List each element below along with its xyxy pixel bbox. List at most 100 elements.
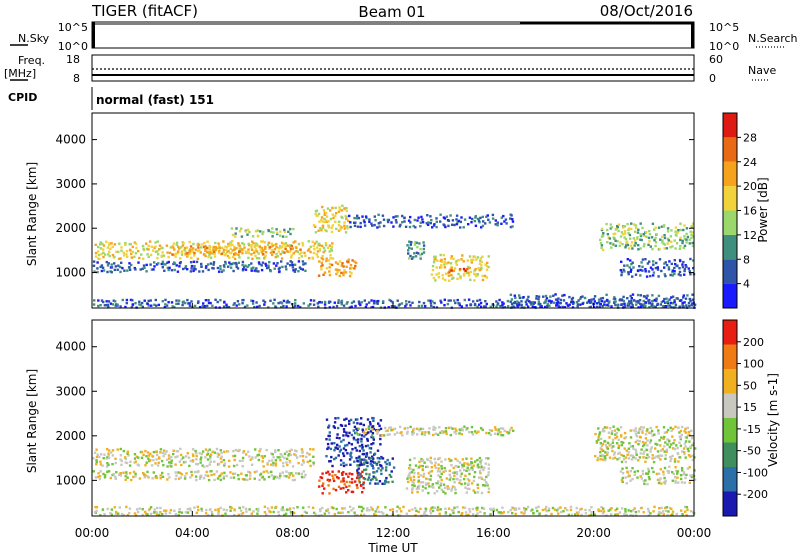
power-cell [498, 298, 501, 302]
velocity-cell [261, 460, 264, 463]
noise-tick-bottom-right: 10^0 [709, 40, 739, 53]
velocity-cell [665, 450, 668, 454]
velocity-cell [162, 449, 166, 452]
velocity-cell [189, 459, 192, 463]
power-cell [626, 264, 629, 267]
power-cell [468, 266, 471, 270]
power-cell [321, 224, 325, 227]
power-cell [320, 268, 323, 271]
velocity-cell [356, 474, 360, 477]
power-cell [146, 253, 149, 256]
velocity-cell [291, 478, 295, 482]
power-cell [467, 271, 470, 274]
velocity-cell [378, 480, 382, 483]
velocity-cell [313, 511, 316, 515]
velocity-cell [493, 426, 497, 429]
power-cell [275, 228, 278, 231]
velocity-cell [483, 478, 486, 482]
velocity-cell [449, 476, 452, 479]
velocity-cell [284, 512, 288, 515]
power-cell [334, 214, 337, 218]
velocity-cell [92, 457, 95, 460]
velocity-cell [403, 427, 406, 430]
power-cell [209, 262, 213, 265]
velocity-cell [318, 485, 321, 488]
power-cell [409, 215, 412, 219]
power-cell [690, 304, 693, 307]
velocity-cell [677, 481, 680, 484]
power-cell [619, 235, 623, 238]
velocity-cell [200, 509, 204, 512]
velocity-cell [419, 481, 423, 484]
velocity-cell [658, 454, 662, 457]
power-cell [303, 251, 306, 255]
power-cell [240, 235, 244, 238]
power-cell [99, 265, 102, 269]
power-colorbar-tick-label: 20 [743, 180, 757, 193]
velocity-cell [499, 430, 502, 434]
power-cell [639, 294, 642, 297]
velocity-cell [417, 475, 420, 479]
velocity-cell [318, 479, 321, 482]
velocity-cell [429, 478, 432, 481]
power-cell [328, 262, 332, 266]
velocity-cell [618, 451, 621, 454]
velocity-cell [143, 510, 147, 514]
velocity-cell [444, 507, 447, 510]
power-cell [186, 268, 189, 271]
power-cell [325, 257, 328, 260]
power-cell [125, 250, 129, 253]
velocity-cell [440, 464, 443, 468]
power-cell [628, 233, 632, 237]
velocity-cell [646, 444, 649, 447]
power-ytick-label: 1000 [55, 266, 86, 280]
power-cell [213, 250, 216, 254]
velocity-cell [468, 487, 471, 491]
velocity-cell [287, 476, 291, 479]
velocity-cell [358, 449, 361, 453]
velocity-cell [462, 477, 466, 481]
velocity-colorbar-tick-label: 15 [743, 401, 757, 414]
velocity-cell [367, 426, 371, 429]
power-cell [147, 299, 150, 303]
velocity-cell [489, 433, 493, 436]
velocity-cell [605, 446, 609, 449]
velocity-cell [390, 429, 393, 432]
power-cell [316, 214, 319, 217]
velocity-cell [432, 433, 435, 437]
velocity-cell [327, 426, 330, 429]
power-cell [217, 242, 220, 245]
velocity-cell [408, 464, 412, 467]
power-cell [450, 269, 453, 272]
velocity-cell [170, 456, 173, 459]
velocity-cell [611, 438, 615, 441]
velocity-cell [642, 452, 645, 456]
velocity-cell [241, 459, 244, 462]
velocity-cell [621, 467, 624, 470]
velocity-cell [333, 449, 336, 452]
power-cell [346, 225, 349, 228]
power-cell [685, 304, 688, 307]
velocity-cell [232, 472, 235, 475]
velocity-cell [326, 470, 330, 473]
power-cell [198, 270, 201, 273]
velocity-cell [361, 491, 364, 494]
power-cell [526, 298, 529, 301]
power-cell [636, 231, 640, 234]
velocity-cell [180, 473, 184, 476]
velocity-cell [476, 491, 480, 494]
velocity-cell [261, 456, 265, 460]
velocity-cell [437, 480, 440, 483]
velocity-cell [413, 457, 416, 460]
power-cell [603, 300, 606, 303]
velocity-cell [566, 508, 569, 512]
power-cell [253, 245, 256, 248]
velocity-cell [369, 451, 372, 454]
velocity-cell [343, 483, 346, 486]
power-cell [99, 304, 102, 307]
velocity-cell [263, 455, 266, 458]
power-cell [363, 224, 367, 227]
velocity-cell [657, 456, 660, 459]
velocity-cell [199, 461, 202, 464]
power-cell [223, 300, 226, 304]
